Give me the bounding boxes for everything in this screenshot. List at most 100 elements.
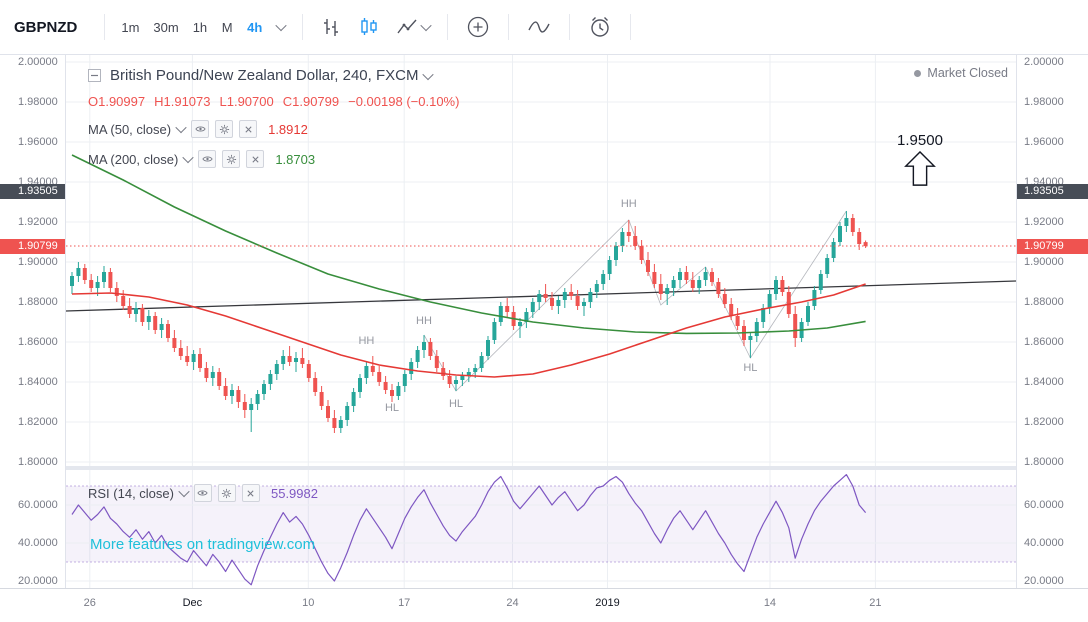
price-axis-tick: 1.92000 xyxy=(1024,216,1064,228)
compare-add-icon[interactable] xyxy=(457,9,499,45)
price-axis-tick: 2.00000 xyxy=(18,56,58,68)
ohlc-row: O1.90997 H1.91073 L1.90700 C1.90799 −0.0… xyxy=(88,89,459,114)
rsi-label[interactable]: RSI (14, close) xyxy=(88,485,174,501)
interval-button-4h[interactable]: 4h xyxy=(240,9,269,45)
chevron-down-icon[interactable] xyxy=(422,68,435,80)
chevron-down-icon[interactable] xyxy=(178,485,190,498)
ma50-row: MA (50, close) 1.8912 xyxy=(88,114,459,144)
price-axis-tick: 1.84000 xyxy=(1024,376,1064,388)
price-axis-tick: 1.98000 xyxy=(18,96,58,108)
symbol-name[interactable]: GBPNZD xyxy=(14,18,78,36)
eye-icon[interactable] xyxy=(191,120,210,138)
time-axis-label: 17 xyxy=(398,597,411,609)
pane-separator[interactable] xyxy=(0,466,1088,470)
eye-icon[interactable] xyxy=(198,150,217,168)
toolbar-separator xyxy=(630,14,632,40)
interval-button-30m[interactable]: 30m xyxy=(146,9,185,45)
chart-title[interactable]: British Pound/New Zealand Dollar, 240, F… xyxy=(110,67,419,84)
rsi-axis-tick: 20.0000 xyxy=(18,575,58,587)
close-icon[interactable] xyxy=(246,150,265,168)
time-axis-label: 21 xyxy=(869,597,882,609)
ohlc-low: L1.90700 xyxy=(219,94,274,109)
up-arrow-icon xyxy=(904,150,936,186)
candlestick-chart-type-icon[interactable] xyxy=(350,9,388,45)
gear-icon[interactable] xyxy=(217,484,236,502)
eye-icon[interactable] xyxy=(193,484,212,502)
line-tool-icon[interactable] xyxy=(518,9,560,45)
toolbar-separator xyxy=(302,14,304,40)
toolbar-separator xyxy=(447,14,449,40)
price-axis-tick: 1.96000 xyxy=(18,136,58,148)
time-axis-label: 14 xyxy=(763,597,777,609)
price-axis-tick: 1.82000 xyxy=(18,416,58,428)
interval-chevron-down-icon[interactable] xyxy=(269,9,293,45)
ohlc-high: H1.91073 xyxy=(154,94,211,109)
price-axis-tick: 1.88000 xyxy=(1024,296,1064,308)
rsi-axis-tick: 40.0000 xyxy=(1024,537,1064,549)
time-axis-label: 26 xyxy=(83,597,96,609)
price-level-badge: 1.93505 xyxy=(0,184,65,200)
time-axis[interactable]: 26 Dec 10 17 24 2019 14 21 xyxy=(0,588,1088,622)
svg-text:HL: HL xyxy=(385,402,399,414)
ma50-label[interactable]: MA (50, close) xyxy=(88,121,172,137)
price-axis-tick: 1.90000 xyxy=(1024,256,1064,268)
ohlc-change: −0.00198 (−0.10%) xyxy=(348,94,460,109)
toolbar-separator xyxy=(508,14,510,40)
price-axis-tick: 1.86000 xyxy=(18,336,58,348)
price-axis-right[interactable]: 2.00000 1.98000 1.96000 1.94000 1.92000 1.900… xyxy=(1016,55,1088,588)
market-closed-dot-icon xyxy=(914,69,922,77)
rsi-row: RSI (14, close) 55.9982 xyxy=(88,478,318,508)
price-axis-tick: 1.90000 xyxy=(18,256,58,268)
svg-text:HL: HL xyxy=(743,362,757,374)
rsi-axis-tick: 60.0000 xyxy=(1024,499,1064,511)
rsi-value: 55.9982 xyxy=(270,485,318,501)
price-axis-tick: 2.00000 xyxy=(1024,56,1064,68)
price-axis-left[interactable]: 2.00000 1.98000 1.96000 1.94000 1.92000 1.900… xyxy=(0,55,66,588)
ma200-value: 1.8703 xyxy=(275,151,316,167)
ma200-label[interactable]: MA (200, close) xyxy=(88,151,179,167)
chevron-down-icon[interactable] xyxy=(175,121,187,134)
close-icon[interactable] xyxy=(241,484,260,502)
interval-button-M[interactable]: M xyxy=(214,9,240,45)
gear-icon[interactable] xyxy=(215,120,234,138)
market-closed-label: Market Closed xyxy=(927,66,1008,80)
price-chart-canvas[interactable]: HH HL HH HL HH HL xyxy=(66,55,1016,467)
collapse-pane-icon[interactable] xyxy=(88,69,101,82)
alert-clock-icon[interactable] xyxy=(579,9,621,45)
chart-legend: British Pound/New Zealand Dollar, 240, F… xyxy=(88,62,459,174)
last-price-badge: 1.90799 xyxy=(0,238,65,254)
time-axis-label: 24 xyxy=(506,597,519,609)
rsi-axis-tick: 40.0000 xyxy=(18,537,58,549)
price-level-badge: 1.93505 xyxy=(1017,184,1088,200)
time-axis-label: 2019 xyxy=(595,597,620,609)
area-chart-type-icon[interactable] xyxy=(388,9,438,45)
market-status: Market Closed xyxy=(914,66,1008,80)
price-axis-tick: 1.88000 xyxy=(18,296,58,308)
price-axis-tick: 1.80000 xyxy=(1024,456,1064,468)
price-axis-tick: 1.80000 xyxy=(18,456,58,468)
rsi-legend: RSI (14, close) 55.9982 xyxy=(88,478,318,508)
rsi-axis-tick: 60.0000 xyxy=(18,499,58,511)
chevron-down-icon[interactable] xyxy=(182,151,194,164)
interval-button-1m[interactable]: 1m xyxy=(114,9,146,45)
chevron-down-icon xyxy=(275,19,288,32)
interval-button-1h[interactable]: 1h xyxy=(186,9,214,45)
tradingview-watermark-link[interactable]: More features on tradingview.com xyxy=(90,536,316,553)
rsi-axis-tick: 20.0000 xyxy=(1024,575,1064,587)
target-price-label: 1.9500 xyxy=(897,132,943,149)
gear-icon[interactable] xyxy=(222,150,241,168)
chevron-down-icon xyxy=(420,19,433,32)
svg-text:HH: HH xyxy=(621,198,637,210)
price-target-annotation[interactable]: 1.9500 xyxy=(890,132,950,192)
bar-chart-type-icon[interactable] xyxy=(312,9,350,45)
toolbar-separator xyxy=(569,14,571,40)
price-axis-tick: 1.92000 xyxy=(18,216,58,228)
price-axis-tick: 1.84000 xyxy=(18,376,58,388)
price-axis-tick: 1.82000 xyxy=(1024,416,1064,428)
time-axis-label: Dec xyxy=(182,597,203,609)
rsi-pane-canvas[interactable] xyxy=(66,470,1016,588)
close-icon[interactable] xyxy=(239,120,258,138)
time-axis-label: 10 xyxy=(302,597,315,609)
svg-text:HL: HL xyxy=(449,398,463,410)
